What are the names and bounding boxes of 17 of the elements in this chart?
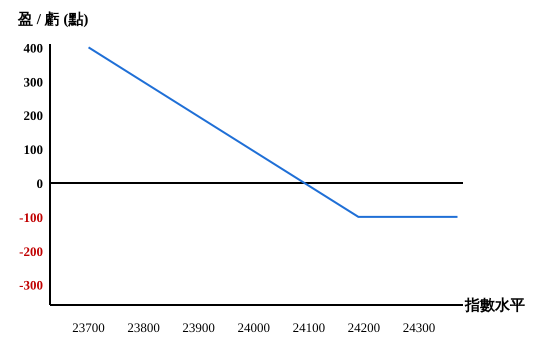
- y-tick-label: 0: [36, 176, 43, 191]
- y-tick-label: -200: [19, 244, 43, 259]
- x-tick-label: 23700: [72, 320, 105, 335]
- y-tick-label: -100: [19, 210, 43, 225]
- x-tick-label: 24200: [348, 320, 380, 335]
- y-tick-label: 200: [24, 108, 43, 124]
- x-tick-label: 24000: [237, 320, 270, 335]
- x-tick-label: 24300: [402, 320, 436, 335]
- x-axis-title: 指數水平: [464, 297, 525, 314]
- x-tick-label: 23900: [182, 320, 215, 335]
- y-tick-label: 100: [24, 142, 43, 158]
- y-tick-label: 400: [24, 40, 43, 56]
- x-tick-label: 23800: [127, 320, 160, 335]
- y-tick-label: 300: [24, 74, 43, 90]
- x-tick-label: 24100: [292, 320, 326, 335]
- y-axis-title: 盈 / 虧 (點): [17, 11, 88, 28]
- y-tick-label: -300: [19, 278, 43, 293]
